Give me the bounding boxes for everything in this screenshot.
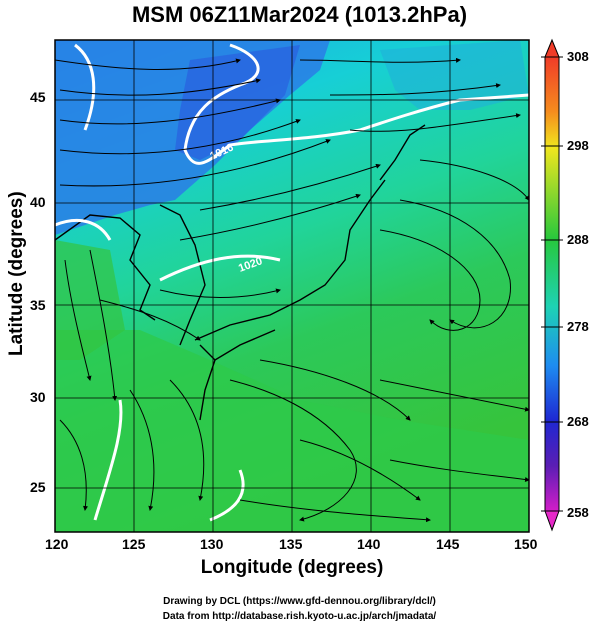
colorbar-tick-268: 268 bbox=[567, 414, 589, 429]
map-title: MSM 06Z11Mar2024 (1013.2hPa) bbox=[131, 2, 468, 27]
wind-streamlines bbox=[55, 57, 529, 523]
colorbar-tick-298: 298 bbox=[567, 138, 589, 153]
lat-tick-45: 45 bbox=[30, 89, 46, 105]
lon-tick-150: 150 bbox=[514, 536, 538, 552]
lat-tick-30: 30 bbox=[30, 389, 46, 405]
colorbar-tick-308: 308 bbox=[567, 49, 589, 64]
lat-tick-40: 40 bbox=[30, 194, 46, 210]
lat-tick-35: 35 bbox=[30, 297, 46, 313]
lon-tick-125: 125 bbox=[122, 536, 146, 552]
colorbar bbox=[541, 38, 563, 532]
lon-tick-140: 140 bbox=[357, 536, 381, 552]
lat-tick-25: 25 bbox=[30, 479, 46, 495]
lon-tick-130: 130 bbox=[200, 536, 224, 552]
lon-tick-145: 145 bbox=[436, 536, 460, 552]
lon-tick-135: 135 bbox=[279, 536, 303, 552]
credit-dcl: Drawing by DCL (https://www.gfd-dennou.o… bbox=[163, 596, 436, 607]
lat-lon-grid bbox=[55, 40, 529, 532]
credit-data: Data from http://database.rish.kyoto-u.a… bbox=[162, 611, 437, 622]
colorbar-tick-278: 278 bbox=[567, 319, 589, 334]
coastlines bbox=[55, 124, 426, 421]
plot-frame bbox=[54, 39, 530, 533]
colorbar-tick-258: 258 bbox=[567, 505, 589, 520]
colorbar-tick-288: 288 bbox=[567, 232, 589, 247]
lon-tick-120: 120 bbox=[45, 536, 69, 552]
x-axis-label: Longitude (degrees) bbox=[200, 557, 384, 578]
